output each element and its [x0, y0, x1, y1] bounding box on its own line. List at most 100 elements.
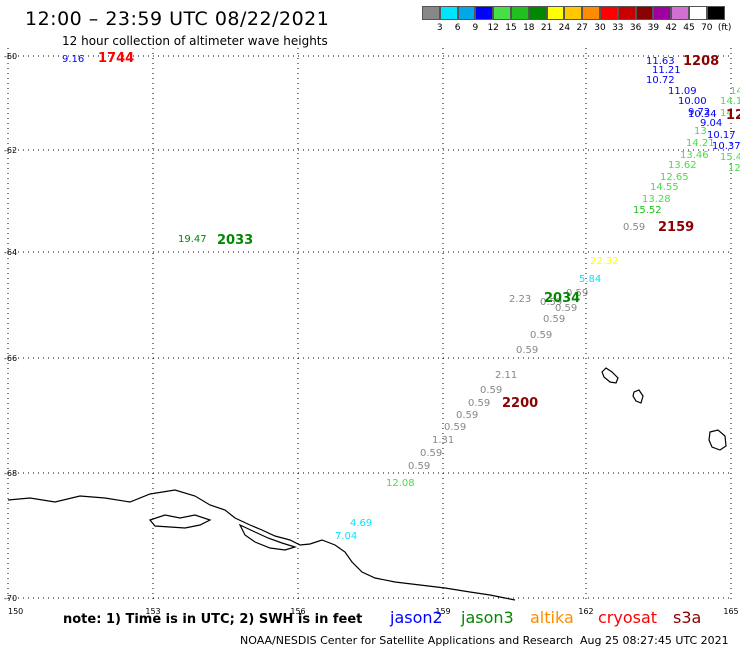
peninsula: [148, 514, 212, 529]
island-2: [632, 389, 644, 404]
wave-height-value: 2.11: [495, 370, 517, 381]
color-legend: [422, 6, 725, 20]
credit-line: NOAA/NESDIS Center for Satellite Applica…: [240, 634, 574, 647]
satellite-legend-item: jason2: [390, 608, 443, 627]
lat-tick-label: -60: [4, 52, 17, 61]
wave-height-value: 4.69: [350, 518, 372, 529]
lon-tick-label: 162: [578, 607, 593, 616]
wave-height-value: 0.59: [530, 330, 552, 341]
lat-tick-label: -64: [4, 248, 17, 257]
legend-label: 12: [487, 23, 499, 33]
legend-swatch: [528, 6, 547, 20]
wave-height-value: 0.59: [468, 398, 490, 409]
satellite-legend-item: jason3: [461, 608, 514, 627]
wave-height-value: 7.04: [335, 531, 357, 542]
wave-height-value: 10.37: [712, 141, 740, 152]
wave-height-value: 0.59: [543, 314, 565, 325]
legend-label: 21: [540, 23, 553, 33]
wave-height-value: 11.21: [652, 65, 681, 76]
pass-time-label: 2200: [502, 396, 538, 411]
wave-height-value: 12.08: [386, 478, 415, 489]
lat-tick-label: -66: [4, 354, 17, 363]
wave-height-value: 0.59: [456, 410, 478, 421]
wave-height-value: 12: [728, 163, 740, 174]
lon-tick-label: 153: [145, 607, 160, 616]
satellite-legend-item: s3a: [673, 608, 702, 627]
wave-height-value: 1.31: [432, 435, 454, 446]
coastline: [7, 367, 727, 601]
lat-tick-label: -70: [4, 594, 17, 603]
legend-label: 15: [505, 23, 517, 33]
wave-height-value: 0.59: [516, 345, 538, 356]
pass-time-label: 1744: [98, 51, 134, 66]
legend-swatch: [706, 6, 725, 20]
wave-height-value: 13: [694, 126, 707, 137]
wave-height-value: 5.84: [579, 274, 601, 285]
legend-label: 3: [436, 23, 443, 33]
wave-height-value: 10.00: [678, 96, 707, 107]
pass-time-label: 2159: [658, 220, 694, 235]
inlet: [238, 523, 298, 551]
footnote: note: 1) Time is in UTC; 2) SWH is in fe…: [63, 612, 363, 627]
lat-tick-label: -68: [4, 469, 17, 478]
pass-time-label: 2034: [544, 291, 580, 306]
legend-swatch: [653, 6, 672, 20]
wave-height-value: 9.04: [700, 118, 722, 129]
wave-height-value: 14.1: [720, 96, 740, 107]
legend-label: (ft): [717, 23, 732, 33]
legend-swatch: [688, 6, 707, 20]
wave-height-value: 10.72: [646, 75, 675, 86]
wave-height-value: 0.59: [623, 222, 645, 233]
wave-height-value: 14: [730, 86, 740, 97]
pass-time-label: 12: [726, 108, 740, 123]
legend-swatch: [475, 6, 494, 20]
wave-height-value: 0.59: [480, 385, 502, 396]
island-1: [601, 367, 619, 384]
legend-swatch: [564, 6, 583, 20]
wave-height-value: 0.59: [444, 422, 466, 433]
legend-swatch: [617, 6, 636, 20]
legend-swatch: [546, 6, 565, 20]
legend-label: 9: [472, 23, 479, 33]
wave-height-value: 0.59: [566, 288, 588, 299]
satellite-legend-item: cryosat: [598, 608, 658, 627]
legend-label: 36: [629, 23, 642, 33]
generated-timestamp: Aug 25 08:27:45 UTC 2021: [580, 634, 729, 647]
wave-height-value: 0.59: [540, 297, 562, 308]
legend-swatch: [635, 6, 654, 20]
antarctic-coastline: [7, 489, 516, 601]
legend-label: 39: [647, 23, 660, 33]
legend-label: 70: [701, 23, 713, 33]
wave-height-value: 0.59: [420, 448, 442, 459]
legend-swatch: [671, 6, 689, 20]
page-title: 12:00 – 23:59 UTC 08/22/2021: [25, 8, 330, 30]
legend-swatch: [493, 6, 511, 20]
wave-height-value: 22.32: [590, 256, 619, 267]
wave-height-value: 13.28: [642, 194, 671, 205]
wave-height-value: 15.4: [720, 152, 740, 163]
pass-time-label: 2033: [217, 233, 253, 248]
pass-time-label: 1208: [683, 54, 719, 69]
lon-tick-label: 165: [723, 607, 738, 616]
wave-height-value: 2.23: [509, 294, 531, 305]
wave-height-value: 13.46: [680, 150, 709, 161]
wave-height-value: 14: [720, 108, 733, 119]
wave-height-value: 13.62: [668, 160, 697, 171]
wave-height-values: 9.16 11.6311.2110.7211.0910.009.7210.349.…: [62, 54, 740, 542]
legend-label: 33: [612, 23, 624, 33]
wave-height-value: 9.72: [688, 107, 710, 118]
legend-label: 45: [683, 23, 695, 33]
legend-label: 18: [523, 23, 535, 33]
lon-tick-label: 156: [290, 607, 305, 616]
wave-height-value: 0.59: [555, 303, 577, 314]
wave-height-value: 12.65: [660, 172, 689, 183]
legend-swatch: [422, 6, 440, 20]
lat-tick-label: -62: [4, 146, 17, 155]
legend-label: 30: [594, 23, 606, 33]
page-subtitle: 12 hour collection of altimeter wave hei…: [62, 34, 328, 48]
wave-height-value: 10.17: [707, 130, 736, 141]
wave-height-value: 15.52: [633, 205, 662, 216]
legend-label: 42: [665, 23, 677, 33]
legend-label: 24: [558, 23, 571, 33]
